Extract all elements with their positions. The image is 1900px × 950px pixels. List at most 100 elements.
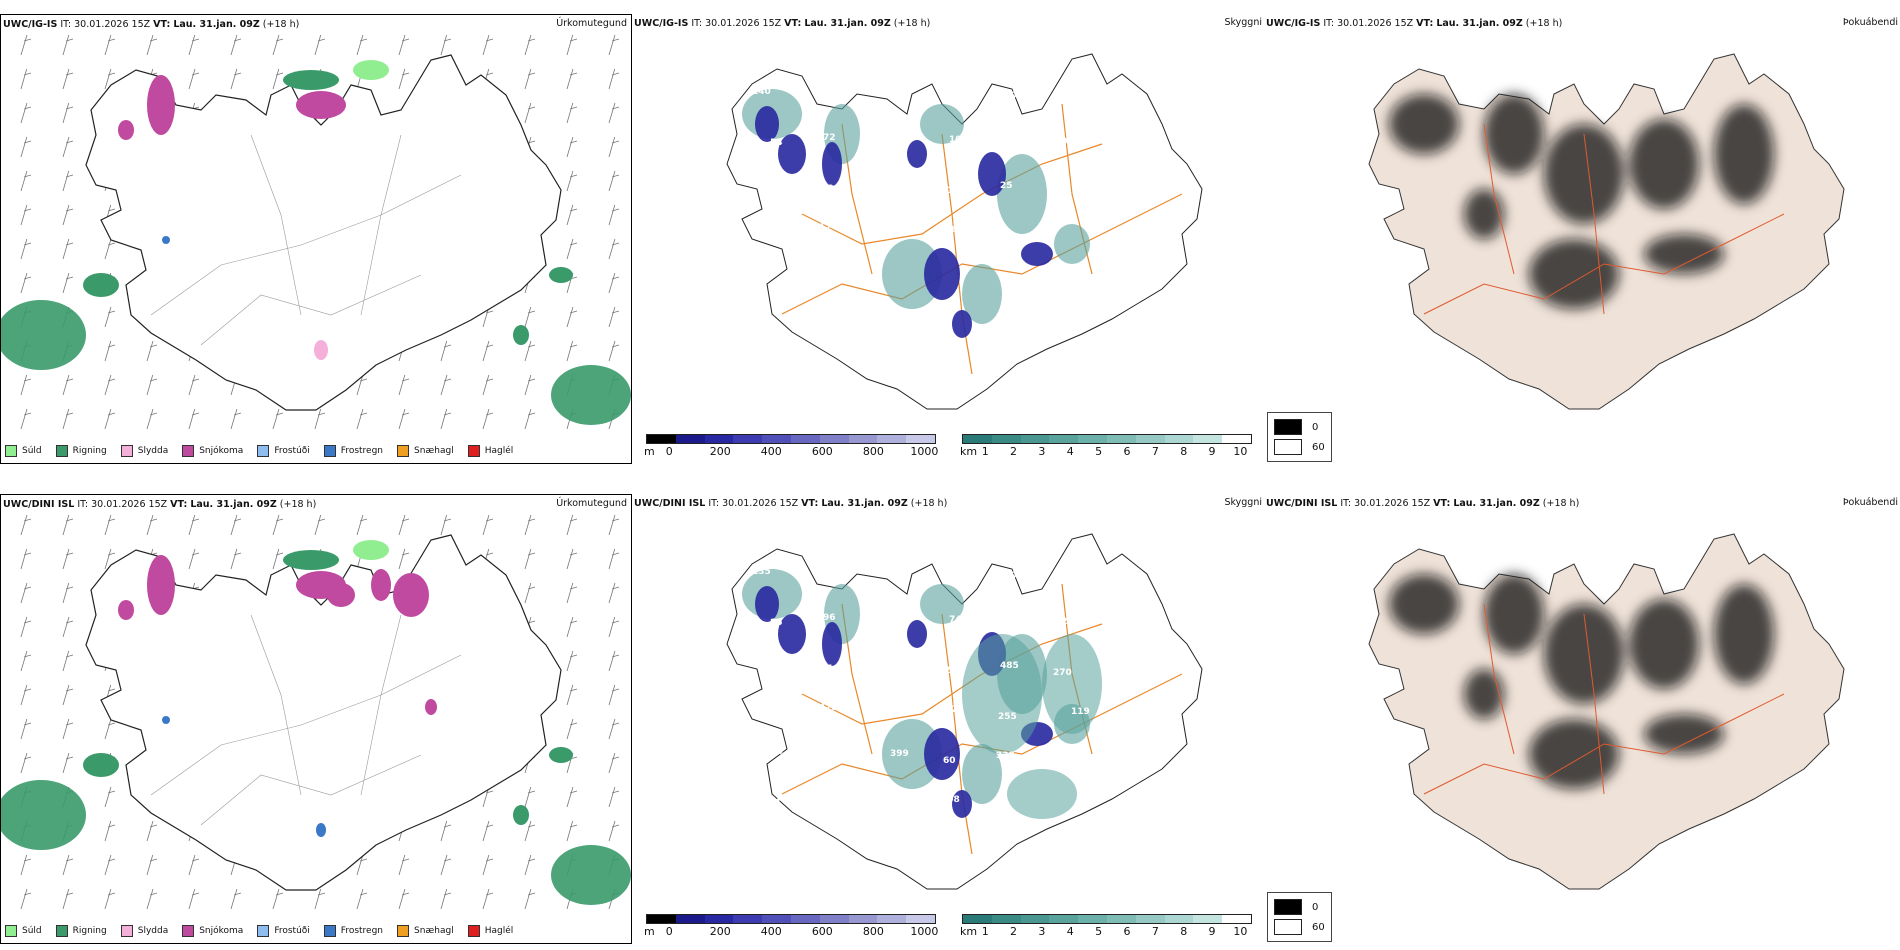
legend-item: Snjókoma <box>182 445 243 457</box>
field-patch <box>882 719 942 789</box>
panel-title: UWC/DINI ISL IT: 30.01.2026 15Z VT: Lau.… <box>634 498 948 509</box>
wind-barb <box>314 408 322 430</box>
legend-swatch <box>182 445 195 457</box>
cloud-base-label: 74 <box>876 620 889 630</box>
field-patch <box>962 744 1002 804</box>
colorbar-cell <box>848 435 878 443</box>
wind-barb-flag <box>23 378 32 382</box>
wind-barb <box>188 68 196 90</box>
wind-barb-flag <box>485 824 494 828</box>
iceland-outline: 135 236 18 82 80 76 85 96 74 74 90 12 85 318 106 549 485… <box>726 533 1203 890</box>
wind-barb <box>608 136 616 158</box>
wind-barb <box>398 548 406 570</box>
panel-title: UWC/IG-IS IT: 30.01.2026 15Z VT: Lau. 31… <box>634 18 931 29</box>
colorbar-strip <box>962 914 1252 924</box>
colorbar-ticks: km 1 2 3 4 5 6 7 8 9 10 <box>960 924 1252 938</box>
precip-type-map <box>1 514 631 910</box>
wind-barb-flag <box>527 892 536 896</box>
cloud-base-label: 18 <box>878 569 891 579</box>
wind-barb <box>20 204 28 226</box>
colorbar-cell <box>1193 435 1223 443</box>
legend-label: Slydda <box>137 926 169 936</box>
colorbar-cell <box>762 435 791 443</box>
wind-barb-flag <box>107 722 116 726</box>
field-patch <box>822 142 842 186</box>
colorbar-cell <box>704 435 734 443</box>
wind-barb-flag <box>23 208 32 212</box>
wind-barb <box>146 888 154 910</box>
cloud-base-label: 74 <box>949 615 962 625</box>
wind-barb <box>20 68 28 90</box>
wind-barb-flag <box>569 174 578 178</box>
wind-barb-flag <box>275 892 284 896</box>
wind-barb <box>524 514 532 536</box>
wind-barb-flag <box>359 378 368 382</box>
wind-barb-flag <box>569 72 578 76</box>
cloud-base-label: 54 <box>770 138 783 148</box>
wind-barb-flag <box>191 518 200 522</box>
field-patch <box>755 586 779 622</box>
cloud-base-label: 129 <box>872 230 891 240</box>
wind-barb-flag <box>65 756 74 760</box>
wind-barb <box>524 582 532 604</box>
wind-barb <box>62 514 70 536</box>
cloud-base-label: 22 <box>768 177 781 187</box>
legend-swatch <box>397 925 410 937</box>
legend-label: Snjókoma <box>199 926 244 936</box>
colorbar-strip <box>962 434 1252 444</box>
wind-barb <box>146 408 154 430</box>
wind-barb <box>608 68 616 90</box>
wind-barb-flag <box>611 174 620 178</box>
wind-barb <box>482 374 490 396</box>
wind-barb <box>566 548 574 570</box>
field-patch <box>907 140 927 168</box>
cloud-fields: 135 236 18 82 80 76 85 96 74 74 90 12 85 318 106 549 485… <box>742 567 1102 819</box>
legend-label: Haglél <box>484 926 514 936</box>
wind-barb <box>524 306 532 328</box>
roads <box>1423 123 1785 315</box>
colorbar-unit: km <box>960 445 978 458</box>
field-patch <box>1644 714 1724 754</box>
wind-barb <box>440 514 448 536</box>
field-patch <box>1389 94 1459 154</box>
wind-barb <box>524 854 532 876</box>
fog-legend-row: 0 <box>1274 417 1325 437</box>
wind-barb <box>314 888 322 910</box>
colorbar-cell <box>1049 915 1079 923</box>
wind-barb <box>566 616 574 638</box>
wind-barb-flag <box>569 208 578 212</box>
wind-barb-flag <box>485 344 494 348</box>
cloud-base-label: 108 <box>941 795 960 805</box>
wind-barb <box>398 68 406 90</box>
colorbar-tick: 400 <box>760 445 782 458</box>
wind-barb <box>608 752 616 774</box>
cloud-base-label: 179 <box>825 94 844 104</box>
wind-barb-flag <box>569 106 578 110</box>
colorbar-cell <box>733 435 763 443</box>
field-patch <box>778 614 806 654</box>
wind-barb <box>146 374 154 396</box>
cloud-base-label: 425 <box>819 703 838 713</box>
wind-barb <box>440 34 448 56</box>
precip-type-panel-row2: UWC/DINI ISL IT: 30.01.2026 15Z VT: Lau.… <box>0 494 632 944</box>
wind-barb-flag <box>191 38 200 42</box>
legend-item: Snæhagl <box>397 925 454 937</box>
wind-barb <box>608 616 616 638</box>
wind-barb-flag <box>107 378 116 382</box>
wind-barb <box>62 718 70 740</box>
wind-barb <box>566 306 574 328</box>
wind-barb-flag <box>149 824 158 828</box>
colorbar-tick: 7 <box>1151 445 1159 458</box>
wind-barb <box>608 204 616 226</box>
wind-barb-flag <box>359 412 368 416</box>
cloud-visibility-panel-row1: UWC/IG-IS IT: 30.01.2026 15Z VT: Lau. 31… <box>632 14 1264 464</box>
colorbar-tick: 200 <box>709 925 731 938</box>
field-patch <box>755 106 779 142</box>
colorbar-ticks: km 1 2 3 4 5 6 7 8 9 10 <box>960 444 1252 458</box>
field-patch <box>551 365 631 425</box>
wind-barb <box>524 374 532 396</box>
wind-barb <box>62 616 70 638</box>
wind-barb-flag <box>65 412 74 416</box>
wind-barb-flag <box>527 412 536 416</box>
wind-barb <box>482 888 490 910</box>
